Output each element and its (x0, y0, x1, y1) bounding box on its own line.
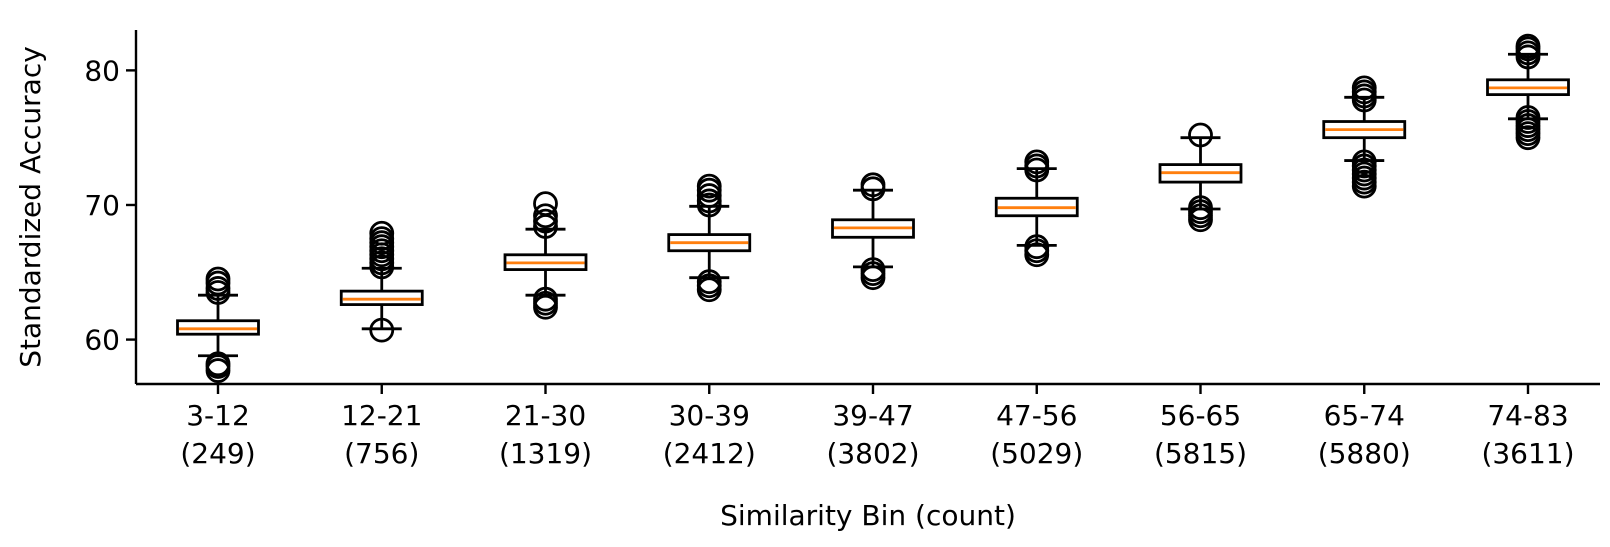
box-30-39 (667, 173, 752, 303)
x-tick-label-count: (3611) (1481, 437, 1574, 470)
x-tick-label-count: (5815) (1154, 437, 1247, 470)
outlier-point (1351, 149, 1377, 175)
outlier-point (1515, 105, 1541, 130)
x-tick-label-bin: 56-65 (1160, 399, 1241, 432)
x-tick-label-count: (1319) (499, 437, 592, 470)
iqr-box (1486, 78, 1570, 97)
outlier-point (1024, 234, 1050, 260)
iqr-box (831, 218, 915, 239)
y-axis-label: Standardized Accuracy (14, 46, 47, 368)
box-47-56 (994, 149, 1079, 268)
x-tick-label-bin: 39-47 (832, 399, 913, 432)
y-tick-label: 70 (84, 189, 120, 222)
x-tick-label-bin: 3-12 (186, 399, 250, 432)
x-tick-label-count: (2412) (663, 437, 756, 470)
iqr-box (667, 233, 752, 253)
y-tick-label: 80 (84, 54, 120, 87)
outlier-point (533, 286, 558, 312)
box-74-83 (1486, 33, 1570, 151)
x-tick-label-count: (249) (180, 437, 255, 470)
outlier-point (696, 269, 722, 295)
iqr-box (1322, 120, 1407, 140)
iqr-box (994, 196, 1079, 218)
iqr-box (176, 319, 260, 336)
x-axis-label: Similarity Bin (count) (720, 499, 1016, 532)
outlier-point (1024, 149, 1050, 175)
iqr-box (503, 253, 588, 271)
outlier-point (696, 173, 722, 199)
x-tick-label-bin: 21-30 (505, 399, 586, 432)
outlier-point (205, 266, 231, 292)
x-tick-label-count: (756) (344, 437, 419, 470)
y-tick-label: 60 (84, 324, 120, 357)
x-tick-label-bin: 12-21 (341, 399, 422, 432)
x-tick-label-bin: 47-56 (996, 399, 1077, 432)
x-tick-label-bin: 65-74 (1324, 399, 1405, 432)
outlier-point (205, 351, 231, 377)
x-ticks-group: 3-12 (249) 12-21 (756) 21-30 (1319) 30-39 (2412… (180, 384, 1575, 470)
x-tick-label-count: (3802) (826, 437, 919, 470)
boxes-group (176, 33, 1570, 383)
iqr-box (339, 289, 424, 306)
outlier-point (369, 317, 395, 343)
axes (134, 30, 1600, 386)
box-21-30 (503, 191, 588, 320)
outlier-point (533, 191, 558, 217)
outlier-point (860, 172, 886, 198)
box-39-47 (831, 172, 915, 291)
outlier-point (369, 220, 395, 246)
x-tick-label-bin: 74-83 (1487, 399, 1568, 432)
outlier-point (1188, 122, 1213, 148)
x-tick-label-count: (5880) (1318, 437, 1411, 470)
x-tick-label-count: (5029) (990, 437, 1083, 470)
outlier-point (1351, 75, 1377, 101)
box-12-21 (339, 220, 424, 343)
box-3-12 (176, 266, 260, 383)
box-65-74 (1322, 75, 1407, 199)
box-56-65 (1158, 122, 1243, 233)
iqr-box (1158, 163, 1243, 184)
outlier-point (533, 203, 558, 229)
y-ticks-group: 60 70 80 (84, 54, 136, 357)
outlier-point (1188, 195, 1213, 221)
x-tick-label-bin: 30-39 (669, 399, 750, 432)
outlier-point (860, 257, 886, 282)
outlier-point (1515, 33, 1541, 59)
